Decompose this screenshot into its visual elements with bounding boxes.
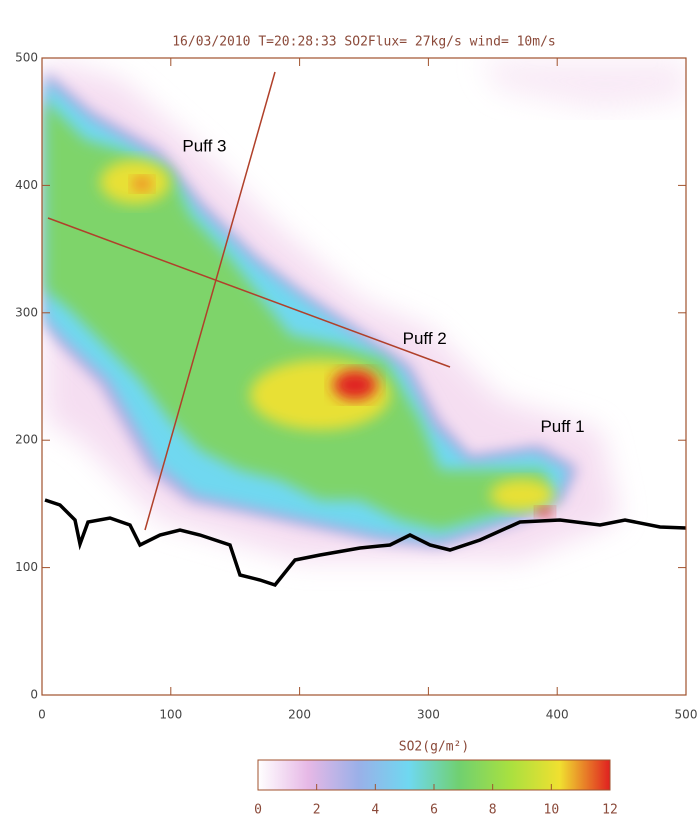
x-tick-label: 0 <box>38 708 46 722</box>
chart: 16/03/2010 T=20:28:33 SO2Flux= 27kg/s wi… <box>0 0 699 824</box>
y-tick-label: 100 <box>15 560 38 574</box>
colorbar-tick-label: 4 <box>371 803 379 818</box>
colorbar-tick-label: 10 <box>544 803 560 818</box>
colorbar-tick-label: 8 <box>489 803 497 818</box>
y-tick-label: 0 <box>30 688 38 702</box>
y-tick-label: 300 <box>15 305 38 319</box>
x-tick-label: 400 <box>546 708 569 722</box>
colorbar-label: SO2(g/m²) <box>399 740 469 755</box>
colorbar-tick-label: 6 <box>430 803 438 818</box>
colorbar-tick-label: 0 <box>254 803 262 818</box>
y-tick-label: 400 <box>15 178 38 192</box>
y-tick-label: 500 <box>15 51 38 65</box>
x-tick-label: 500 <box>675 708 698 722</box>
annotation: Puff 2 <box>403 329 447 348</box>
colorbar-tick-label: 12 <box>602 803 618 818</box>
annotation: Puff 1 <box>540 417 584 436</box>
x-tick-label: 300 <box>417 708 440 722</box>
y-tick-label: 200 <box>15 433 38 447</box>
x-tick-label: 100 <box>159 708 182 722</box>
chart-title: 16/03/2010 T=20:28:33 SO2Flux= 27kg/s wi… <box>172 35 556 50</box>
colorbar-tick-label: 2 <box>313 803 321 818</box>
x-tick-label: 200 <box>288 708 311 722</box>
plume-field <box>45 60 686 560</box>
annotation: Puff 3 <box>182 137 226 156</box>
